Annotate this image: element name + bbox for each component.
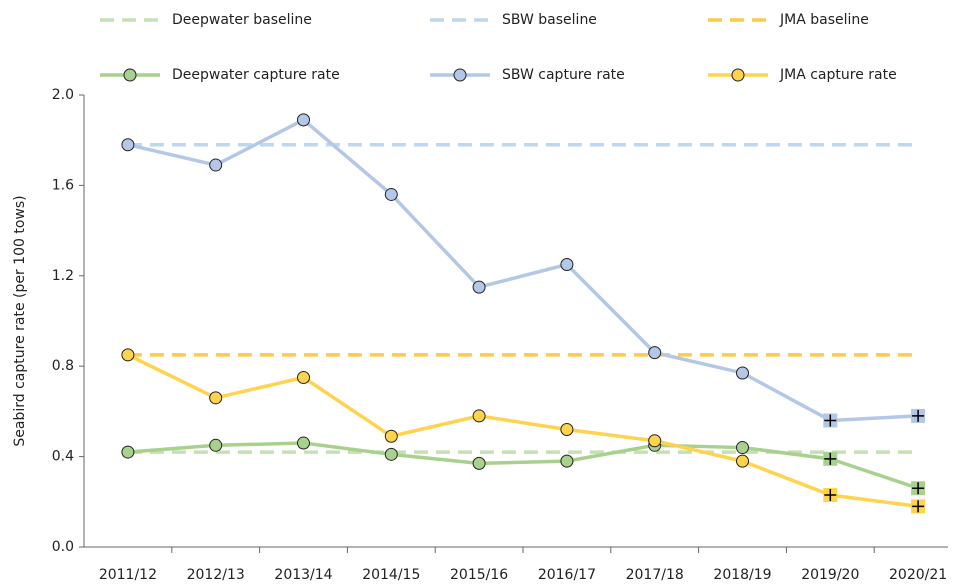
marker bbox=[912, 409, 925, 422]
marker bbox=[384, 187, 398, 201]
marker bbox=[384, 447, 398, 461]
legend-label: Deepwater capture rate bbox=[172, 67, 340, 83]
y-axis-label: Seabird capture rate (per 100 tows) bbox=[12, 195, 28, 446]
x-tick-label: 2011/12 bbox=[99, 567, 157, 583]
legend-label: SBW baseline bbox=[502, 12, 597, 28]
marker bbox=[472, 456, 486, 470]
x-tick-label: 2012/13 bbox=[187, 567, 245, 583]
marker bbox=[472, 280, 486, 294]
marker bbox=[209, 391, 223, 405]
x-tick-label: 2013/14 bbox=[274, 567, 332, 583]
legend-label: SBW capture rate bbox=[502, 67, 625, 83]
marker bbox=[472, 409, 486, 423]
x-tick-label: 2016/17 bbox=[538, 567, 596, 583]
legend-label: JMA capture rate bbox=[779, 67, 897, 83]
marker bbox=[121, 348, 135, 362]
series-line bbox=[127, 117, 919, 423]
marker bbox=[912, 482, 925, 495]
series-line bbox=[127, 353, 919, 509]
marker bbox=[736, 454, 749, 468]
marker bbox=[560, 258, 574, 271]
x-tick-label: 2018/19 bbox=[713, 567, 771, 583]
marker bbox=[297, 371, 310, 384]
legend-label: JMA baseline bbox=[779, 12, 869, 28]
marker bbox=[648, 346, 662, 360]
marker bbox=[736, 441, 749, 455]
x-tick-label: 2017/18 bbox=[626, 567, 684, 583]
y-tick-label: 1.6 bbox=[52, 177, 74, 193]
marker bbox=[121, 445, 135, 459]
marker bbox=[297, 436, 310, 450]
marker bbox=[912, 500, 925, 513]
marker bbox=[824, 414, 837, 427]
y-tick-label: 1.2 bbox=[52, 268, 74, 284]
y-tick-label: 0.0 bbox=[52, 539, 74, 555]
legend-marker bbox=[453, 68, 467, 82]
legend-label: Deepwater baseline bbox=[172, 12, 312, 28]
marker bbox=[648, 434, 662, 448]
marker bbox=[824, 452, 837, 465]
x-tick-label: 2020/21 bbox=[889, 567, 947, 583]
x-tick-label: 2015/16 bbox=[450, 567, 508, 583]
marker bbox=[209, 158, 223, 172]
marker bbox=[824, 489, 837, 502]
marker bbox=[384, 429, 398, 443]
series-line bbox=[127, 441, 919, 490]
legend-marker bbox=[123, 68, 137, 82]
marker bbox=[121, 138, 135, 152]
y-tick-label: 0.8 bbox=[52, 358, 74, 374]
y-tick-label: 0.4 bbox=[52, 449, 74, 465]
marker bbox=[560, 454, 574, 468]
marker bbox=[297, 113, 310, 127]
x-tick-label: 2014/15 bbox=[362, 567, 420, 583]
marker bbox=[560, 422, 574, 436]
marker bbox=[209, 438, 223, 452]
x-tick-label: 2019/20 bbox=[801, 567, 859, 583]
y-tick-label: 2.0 bbox=[52, 87, 74, 103]
legend-marker bbox=[731, 68, 745, 82]
marker bbox=[736, 366, 749, 380]
